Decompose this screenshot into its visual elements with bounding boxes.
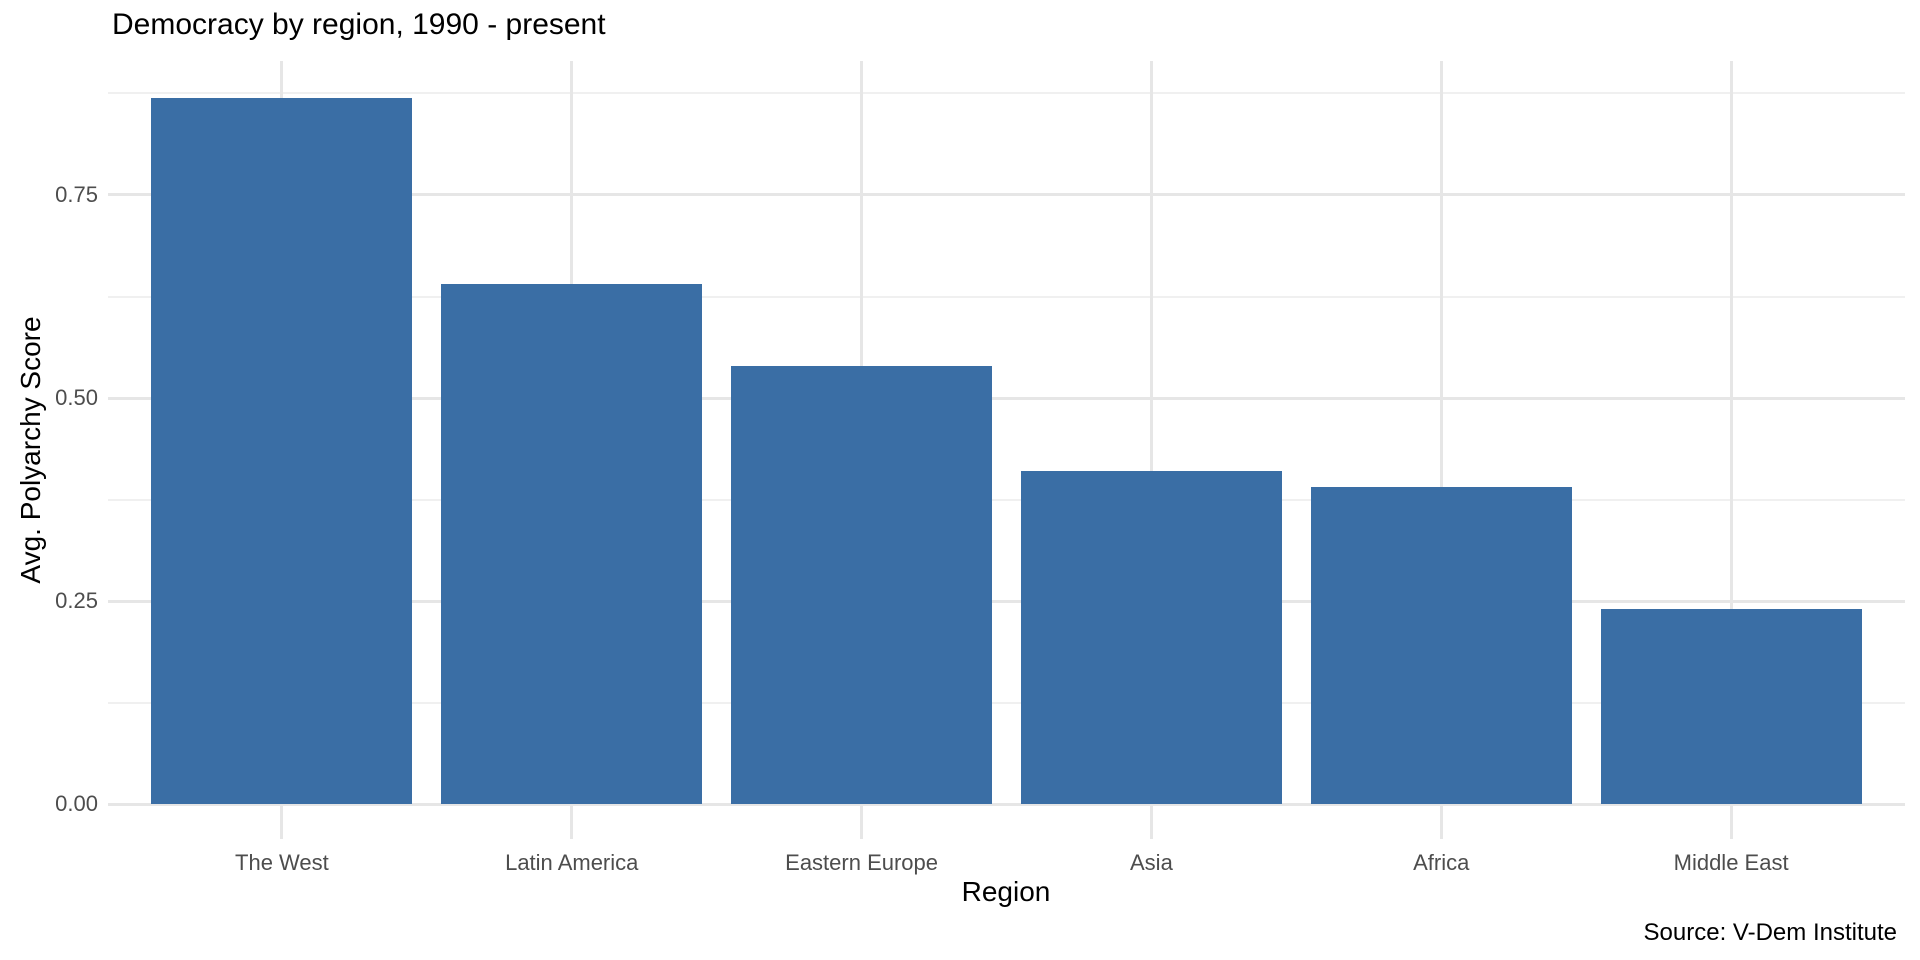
gridline-minor-y xyxy=(108,701,1905,704)
y-tick-label: 0.75 xyxy=(55,181,98,207)
x-tick-label: Eastern Europe xyxy=(785,850,939,875)
x-tick-label: Africa xyxy=(1413,850,1470,875)
chart-title: Democracy by region, 1990 - present xyxy=(112,8,606,41)
x-tick-label: Asia xyxy=(1130,850,1173,875)
bar-the-west xyxy=(151,97,413,805)
gridline-major-y xyxy=(108,193,1905,197)
gridline-major-x xyxy=(1149,61,1153,839)
y-tick-label: 0.25 xyxy=(55,588,98,614)
x-tick-label: The West xyxy=(235,850,329,875)
gridline-major-y xyxy=(108,802,1905,806)
x-axis-title: Region xyxy=(961,876,1051,907)
gridline-major-x xyxy=(1439,61,1443,839)
y-tick-label: 0.00 xyxy=(55,791,98,817)
y-tick-label: 0.50 xyxy=(55,385,98,411)
gridline-major-y xyxy=(108,599,1905,603)
source-caption: Source: V-Dem Institute xyxy=(1643,919,1897,946)
bar-latin-america xyxy=(441,284,703,805)
bar-eastern-europe xyxy=(731,365,992,805)
gridline-major-y xyxy=(108,396,1905,400)
bar-africa xyxy=(1310,487,1572,805)
gridline-minor-y xyxy=(108,498,1905,501)
y-axis-title: Avg. Polyarchy Score xyxy=(15,316,46,584)
bar-middle-east xyxy=(1600,609,1862,805)
plot-panel xyxy=(108,61,1905,839)
gridline-major-x xyxy=(1729,61,1733,839)
gridline-minor-y xyxy=(108,92,1905,95)
gridline-minor-y xyxy=(108,295,1905,298)
bar-asia xyxy=(1020,471,1282,805)
x-tick-label: Middle East xyxy=(1673,850,1789,875)
x-tick-label: Latin America xyxy=(505,850,639,875)
